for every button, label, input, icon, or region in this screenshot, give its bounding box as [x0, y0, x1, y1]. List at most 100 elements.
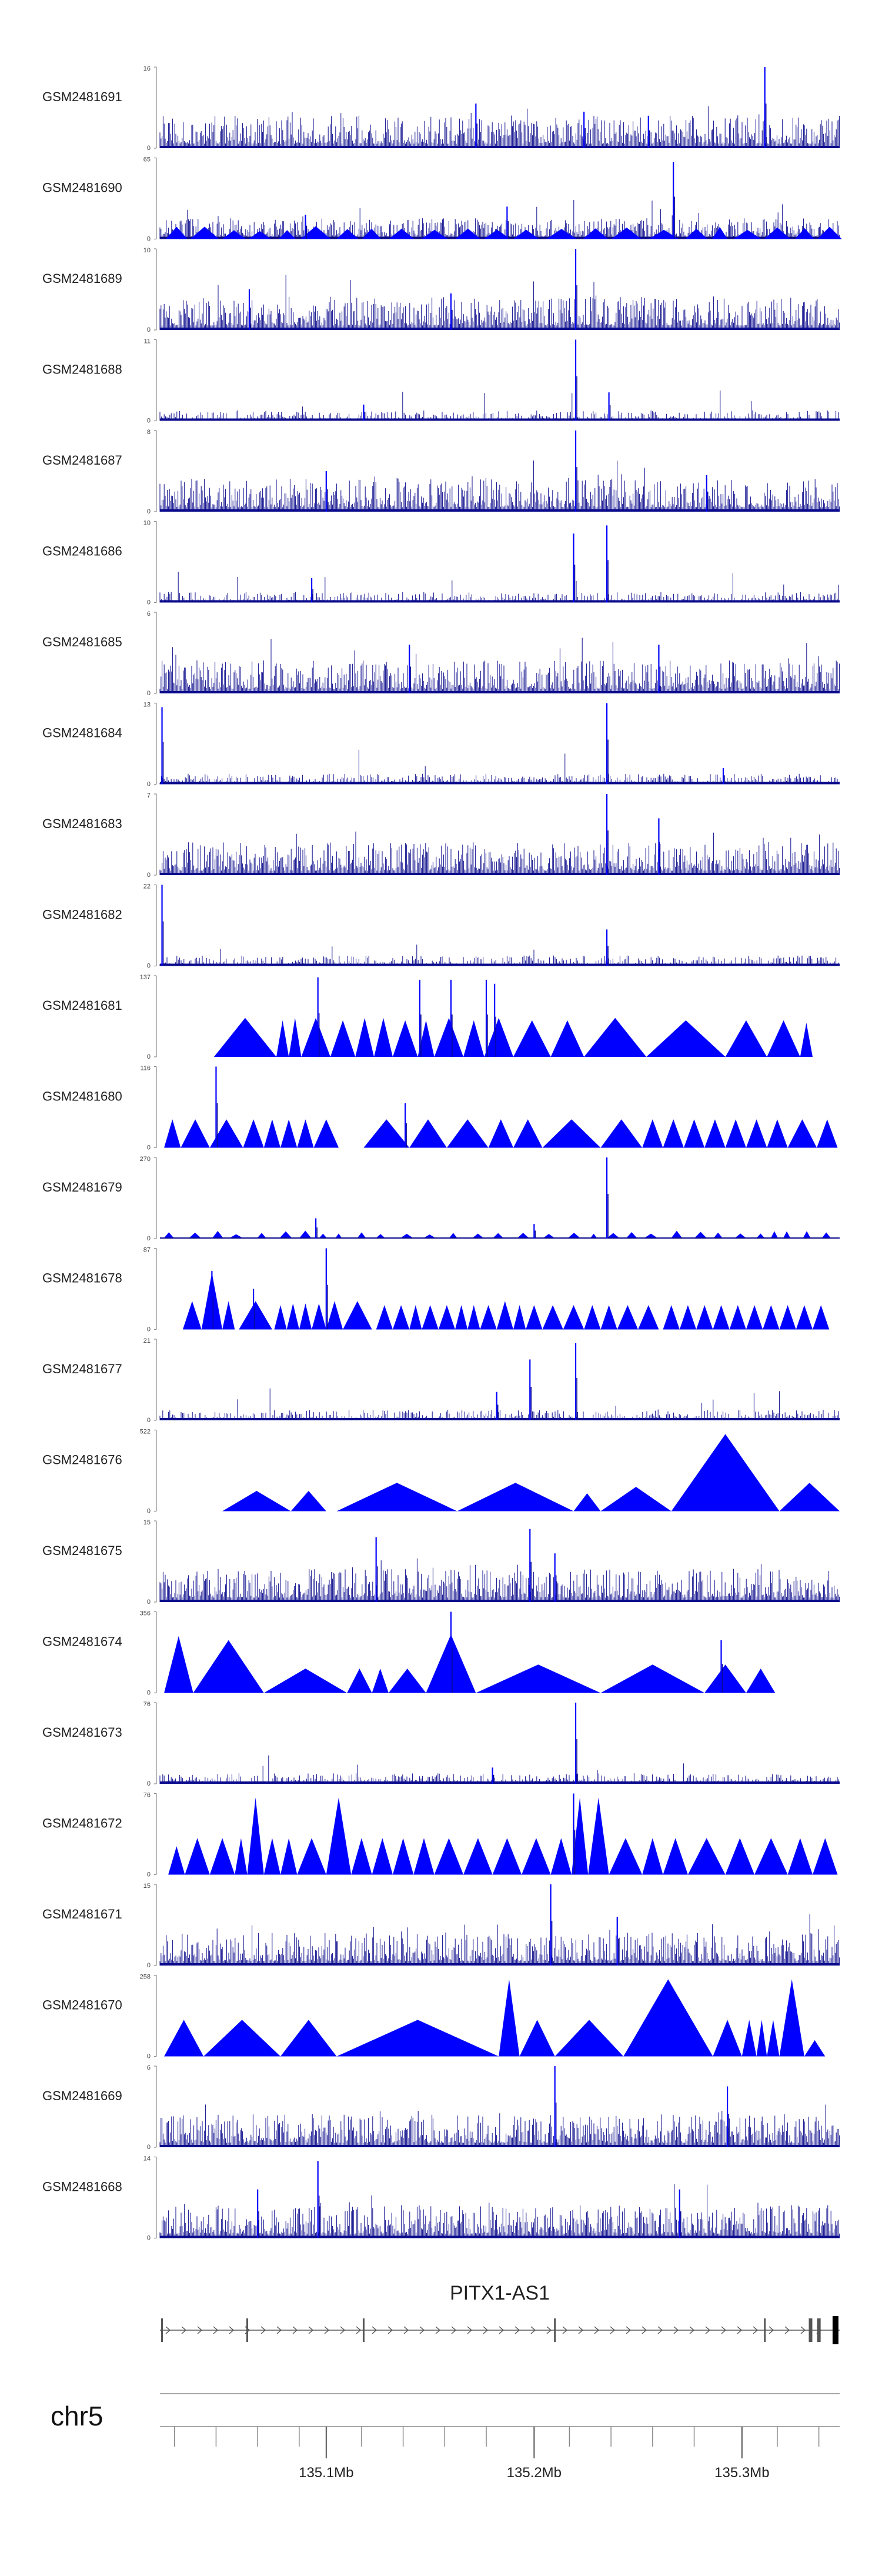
signal-tracks: GSM2481691160GSM2481690650GSM2481689100G…	[42, 65, 842, 2242]
strand-arrow	[769, 2326, 774, 2334]
coverage-triangle	[455, 228, 481, 239]
track-peaks	[317, 977, 496, 1057]
signal-bars	[159, 275, 840, 330]
coverage-triangle	[584, 1305, 601, 1330]
coverage-triangle	[513, 1119, 543, 1148]
coverage-triangle	[209, 1119, 243, 1148]
coverage-triangle	[729, 1305, 746, 1330]
track-ymax-label: 10	[143, 247, 151, 254]
track-signal	[159, 572, 840, 603]
strand-arrow	[260, 2326, 266, 2334]
coverage-triangle	[725, 1119, 746, 1148]
axis-tick-label: 135.1Mb	[299, 2465, 353, 2481]
coverage-triangle	[516, 1233, 530, 1239]
signal-baseline	[160, 2145, 840, 2147]
signal-baseline	[160, 1418, 840, 1420]
track-label: GSM2481679	[42, 1180, 122, 1194]
coverage-triangle	[355, 1017, 375, 1057]
coverage-triangle	[389, 228, 415, 239]
strand-arrow	[419, 2326, 425, 2334]
coverage-triangle	[392, 1838, 414, 1875]
coverage-triangle	[286, 1303, 299, 1330]
coverage-triangle	[683, 1119, 705, 1148]
coverage-triangle	[671, 1434, 780, 1511]
gene-track: PITX1-AS1	[160, 2282, 840, 2344]
track-peaks	[325, 431, 709, 512]
coverage-triangle	[492, 1838, 522, 1875]
track-peaks	[450, 1611, 723, 1693]
coverage-triangle	[496, 1301, 513, 1330]
strand-arrow	[626, 2326, 632, 2334]
track-ymin-label: 0	[147, 2235, 151, 2242]
track-gsm2481670: GSM2481670 258 0	[42, 1974, 826, 2060]
coverage-triangle	[467, 1305, 480, 1330]
track-ymax-label: 356	[140, 1610, 151, 1617]
coverage-triangle	[643, 1233, 659, 1239]
coverage-triangle	[713, 1232, 723, 1239]
track-label: GSM2481681	[42, 998, 122, 1013]
track-peaks	[161, 703, 725, 785]
track-label: GSM2481673	[42, 1725, 122, 1740]
coverage-triangle	[670, 1230, 683, 1239]
gene-exon	[832, 2316, 838, 2344]
track-label: GSM2481674	[42, 1634, 122, 1649]
strand-arrow	[499, 2326, 505, 2334]
coverage-triangle	[222, 230, 246, 239]
track-peaks	[409, 645, 661, 693]
coverage-triangle	[392, 1305, 410, 1330]
track-ymax-label: 15	[143, 1883, 151, 1890]
coverage-triangle	[583, 228, 609, 239]
track-peaks	[315, 1157, 609, 1239]
coverage-triangle	[522, 1838, 551, 1875]
track-triangles	[213, 1017, 813, 1057]
coverage-triangle	[235, 1838, 248, 1875]
coverage-triangle	[704, 1119, 726, 1148]
track-ymin-label: 0	[147, 1144, 151, 1152]
strand-arrow	[387, 2326, 393, 2334]
coverage-triangle	[276, 1020, 289, 1057]
chromosome-label: chr5	[51, 2401, 103, 2431]
track-ymax-label: 116	[140, 1065, 151, 1072]
coverage-triangle	[372, 1838, 393, 1875]
coverage-triangle	[274, 1305, 287, 1330]
track-label: GSM2481690	[42, 180, 122, 195]
coverage-triangle	[513, 1305, 526, 1330]
track-signal	[159, 1558, 840, 1602]
coverage-triangle	[376, 1305, 393, 1330]
gene-exon	[764, 2318, 766, 2342]
track-gsm2481684: GSM2481684 13 0	[42, 702, 840, 788]
coverage-triangle	[567, 1233, 581, 1239]
track-label: GSM2481668	[42, 2179, 122, 2194]
coverage-triangle	[374, 1017, 393, 1057]
track-signal	[159, 2184, 840, 2238]
track-ymax-label: 522	[140, 1429, 151, 1436]
track-signal	[159, 391, 840, 421]
coverage-triangle	[725, 1020, 767, 1057]
track-gsm2481668: GSM2481668 14 0	[42, 2155, 840, 2242]
signal-baseline	[160, 418, 840, 421]
coverage-triangle	[248, 231, 271, 239]
coverage-triangle	[488, 1119, 513, 1148]
coverage-triangle	[588, 1797, 609, 1875]
signal-bars	[159, 106, 840, 148]
coverage-triangle	[463, 1838, 493, 1875]
track-peaks	[375, 1529, 557, 1602]
strand-arrow	[514, 2326, 520, 2334]
track-ymin-label: 0	[147, 1780, 151, 1787]
track-ymax-label: 87	[143, 1247, 151, 1254]
coverage-triangle	[256, 1233, 267, 1239]
track-peaks	[573, 1793, 576, 1875]
track-label: GSM2481687	[42, 453, 122, 468]
coverage-triangle	[600, 1664, 705, 1693]
signal-baseline	[160, 1963, 840, 1966]
track-ymax-label: 65	[143, 156, 151, 163]
strand-arrow	[308, 2326, 314, 2334]
coverage-triangle	[646, 1020, 726, 1057]
track-ymin-label: 0	[147, 508, 151, 515]
track-gsm2481675: GSM2481675 15 0	[42, 1519, 840, 1606]
coverage-triangle	[767, 2020, 780, 2057]
track-label: GSM2481678	[42, 1270, 122, 1285]
track-ymax-label: 8	[147, 429, 151, 436]
signal-baseline	[160, 1237, 840, 1239]
coverage-triangle	[299, 1230, 312, 1239]
